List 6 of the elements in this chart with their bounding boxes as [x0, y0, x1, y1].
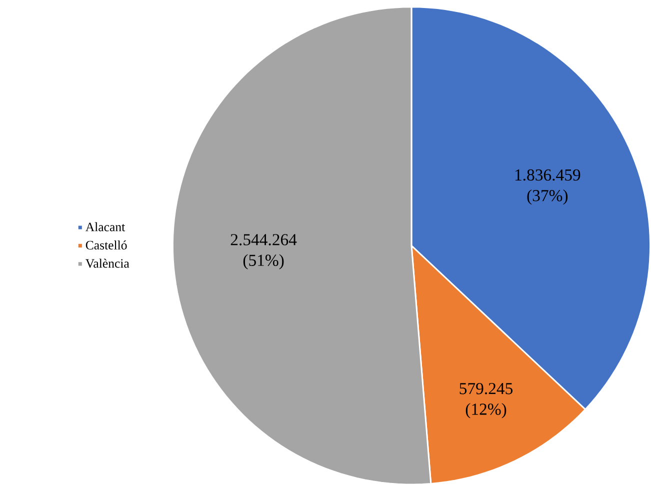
legend-label: Alacant: [86, 222, 126, 232]
data-label: 1.836.459 (37%): [515, 169, 580, 204]
data-label: 2.544.264 (51%): [230, 234, 297, 270]
data-label: 579.245 (12%): [460, 382, 513, 418]
legend-label: Castelló: [86, 240, 127, 250]
legend-label: València: [86, 258, 130, 268]
